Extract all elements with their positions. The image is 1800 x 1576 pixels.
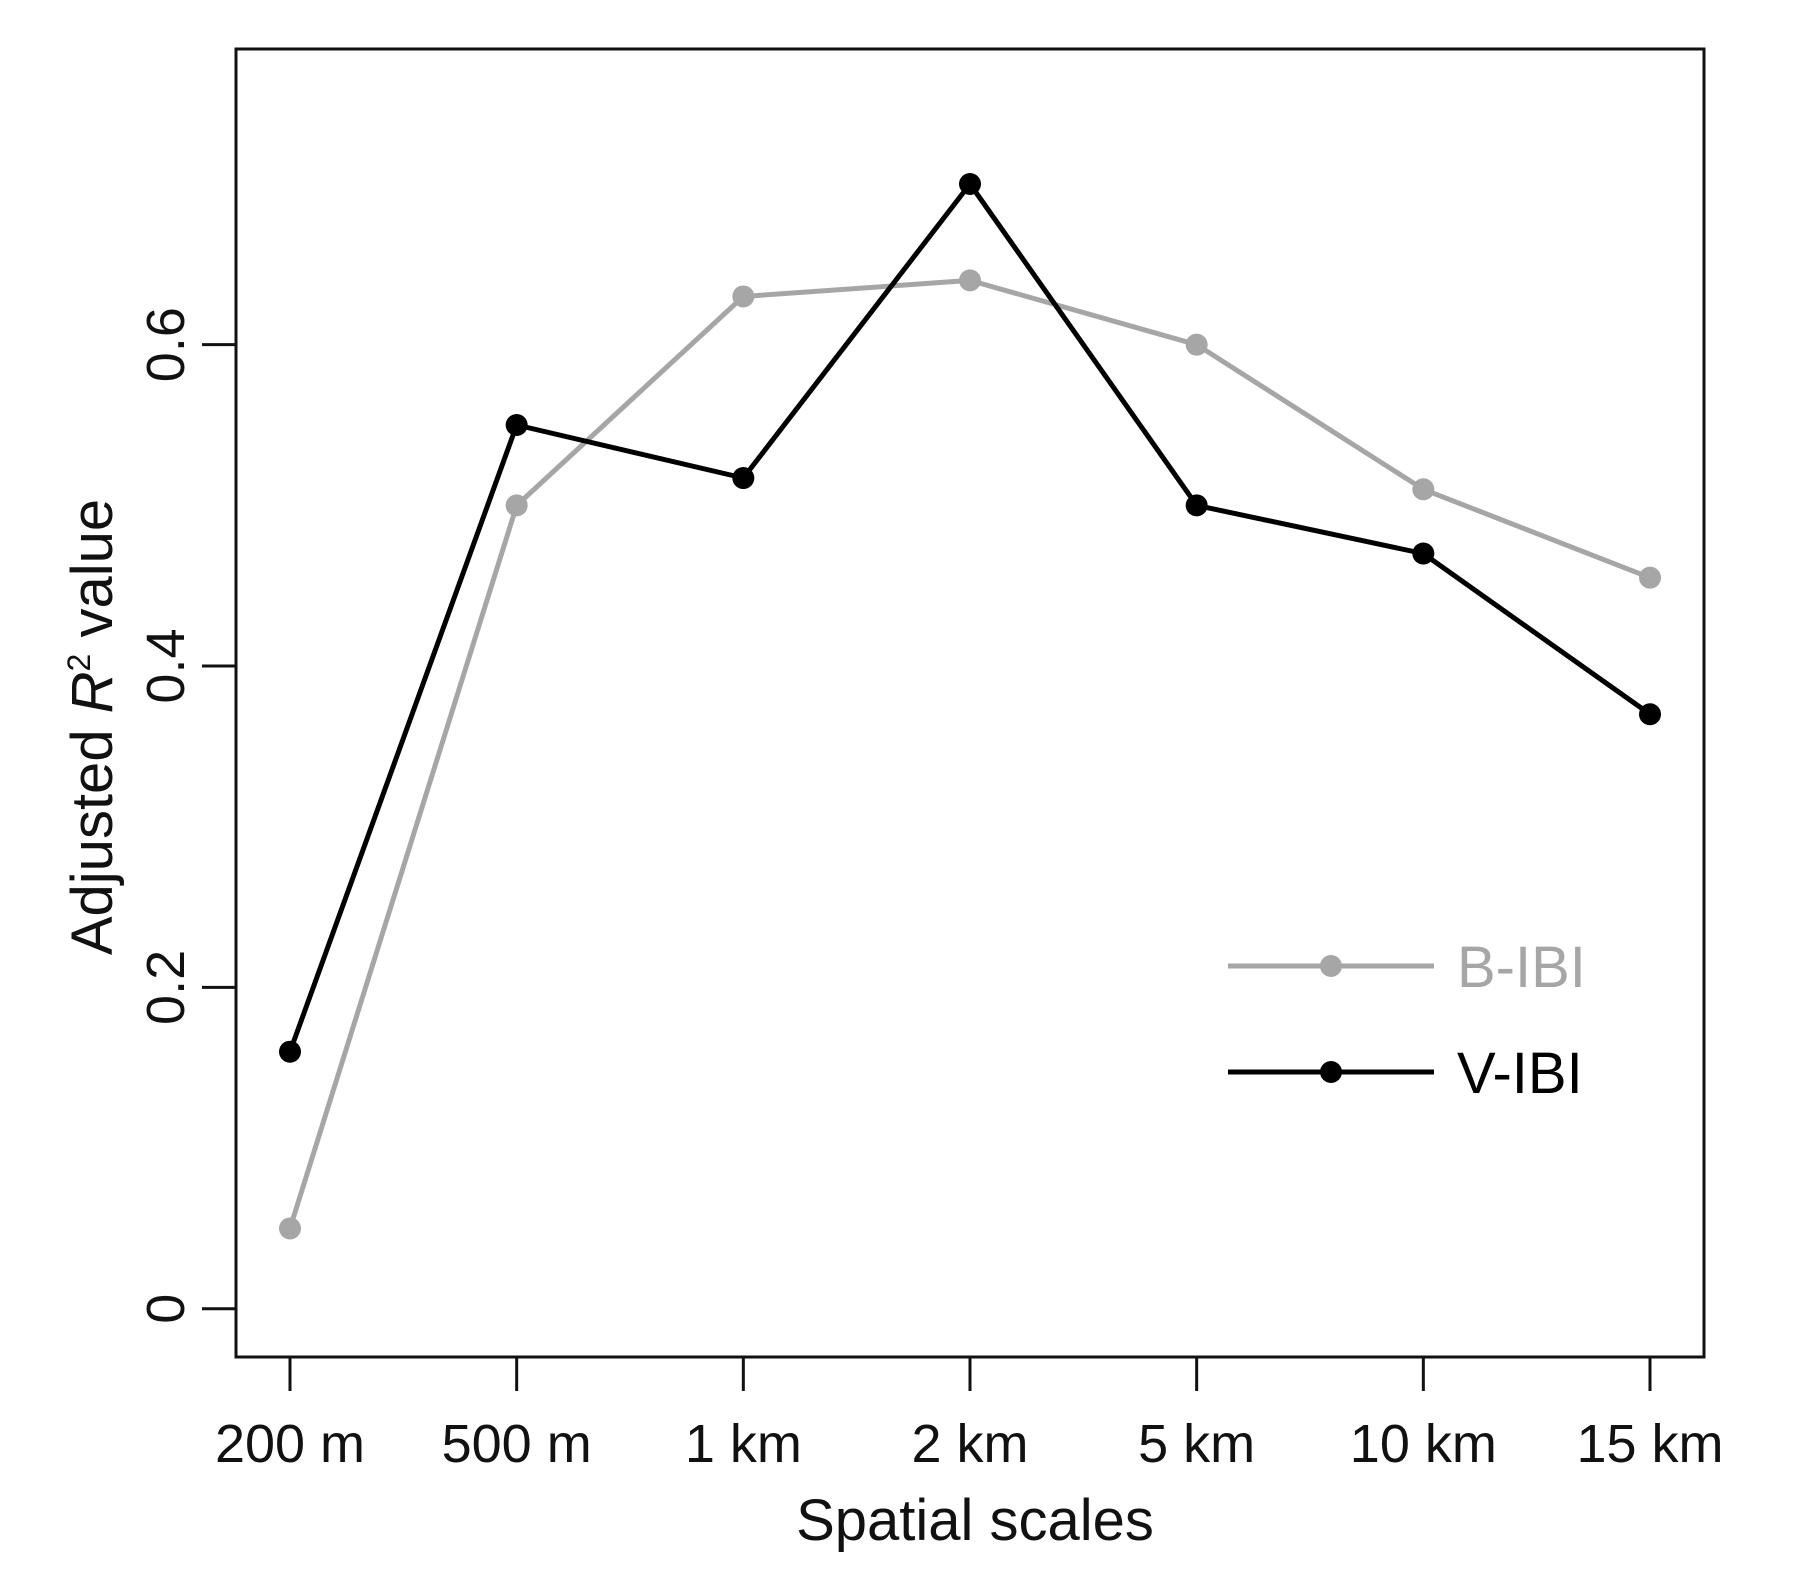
legend-marker-v-ibi bbox=[1320, 1061, 1342, 1083]
data-point-b-ibi-5-km bbox=[1185, 333, 1208, 356]
series-layer bbox=[279, 172, 1661, 1240]
x-tick-label-5-km: 5 km bbox=[1138, 1414, 1255, 1474]
x-tick-label-10-km: 10 km bbox=[1350, 1414, 1497, 1474]
data-point-b-ibi-1-km bbox=[732, 285, 755, 308]
data-point-v-ibi-200-m bbox=[279, 1040, 301, 1063]
x-tick-label-200-m: 200 m bbox=[215, 1414, 365, 1474]
series-v-ibi bbox=[279, 172, 1661, 1063]
data-point-b-ibi-500-m bbox=[505, 494, 528, 517]
x-tick-label-15-km: 15 km bbox=[1576, 1414, 1723, 1474]
legend-marker-b-ibi bbox=[1320, 955, 1342, 977]
data-point-v-ibi-10-km bbox=[1412, 542, 1435, 565]
y-axis-title-superscript: 2 bbox=[61, 654, 97, 672]
y-tick-label-0-4: 0.4 bbox=[136, 629, 196, 704]
x-tick-label-1-km: 1 km bbox=[685, 1414, 802, 1474]
x-tick-label-500-m: 500 m bbox=[442, 1414, 592, 1474]
y-axis: 0 0.2 0.4 0.6 bbox=[136, 307, 236, 1324]
data-point-v-ibi-2-km bbox=[959, 172, 981, 195]
data-point-v-ibi-15-km bbox=[1639, 703, 1661, 726]
y-tick-label-0: 0 bbox=[136, 1294, 196, 1324]
data-point-b-ibi-10-km bbox=[1412, 478, 1435, 501]
y-axis-title-symbol: R bbox=[60, 671, 125, 713]
data-point-v-ibi-5-km bbox=[1185, 494, 1208, 517]
legend: B-IBI V-IBI bbox=[1228, 935, 1586, 1106]
series-b-ibi bbox=[279, 269, 1661, 1240]
x-axis-title: Spatial scales bbox=[796, 1488, 1154, 1553]
y-axis-title: Adjusted R2 value bbox=[60, 499, 125, 955]
x-axis: 200 m 500 m 1 km 2 km 5 km 10 km 15 km bbox=[215, 1357, 1724, 1474]
y-axis-title-prefix: Adjusted bbox=[60, 713, 125, 955]
y-tick-label-0-6: 0.6 bbox=[136, 307, 196, 382]
y-tick-label-0-2: 0.2 bbox=[136, 950, 196, 1025]
x-tick-label-2-km: 2 km bbox=[911, 1414, 1028, 1474]
y-axis-title-suffix: value bbox=[60, 499, 125, 654]
data-point-b-ibi-15-km bbox=[1639, 566, 1661, 589]
legend-label-b-ibi: B-IBI bbox=[1457, 935, 1586, 1000]
series-line-v-ibi bbox=[287, 181, 1653, 1055]
legend-label-v-ibi: V-IBI bbox=[1457, 1041, 1583, 1106]
legend-item-b-ibi: B-IBI bbox=[1228, 935, 1586, 1000]
data-point-b-ibi-2-km bbox=[959, 269, 981, 292]
data-point-v-ibi-1-km bbox=[732, 467, 755, 490]
legend-item-v-ibi: V-IBI bbox=[1228, 1041, 1583, 1106]
data-point-b-ibi-200-m bbox=[279, 1217, 301, 1240]
series-line-b-ibi bbox=[287, 277, 1653, 1231]
data-point-v-ibi-500-m bbox=[505, 414, 528, 437]
